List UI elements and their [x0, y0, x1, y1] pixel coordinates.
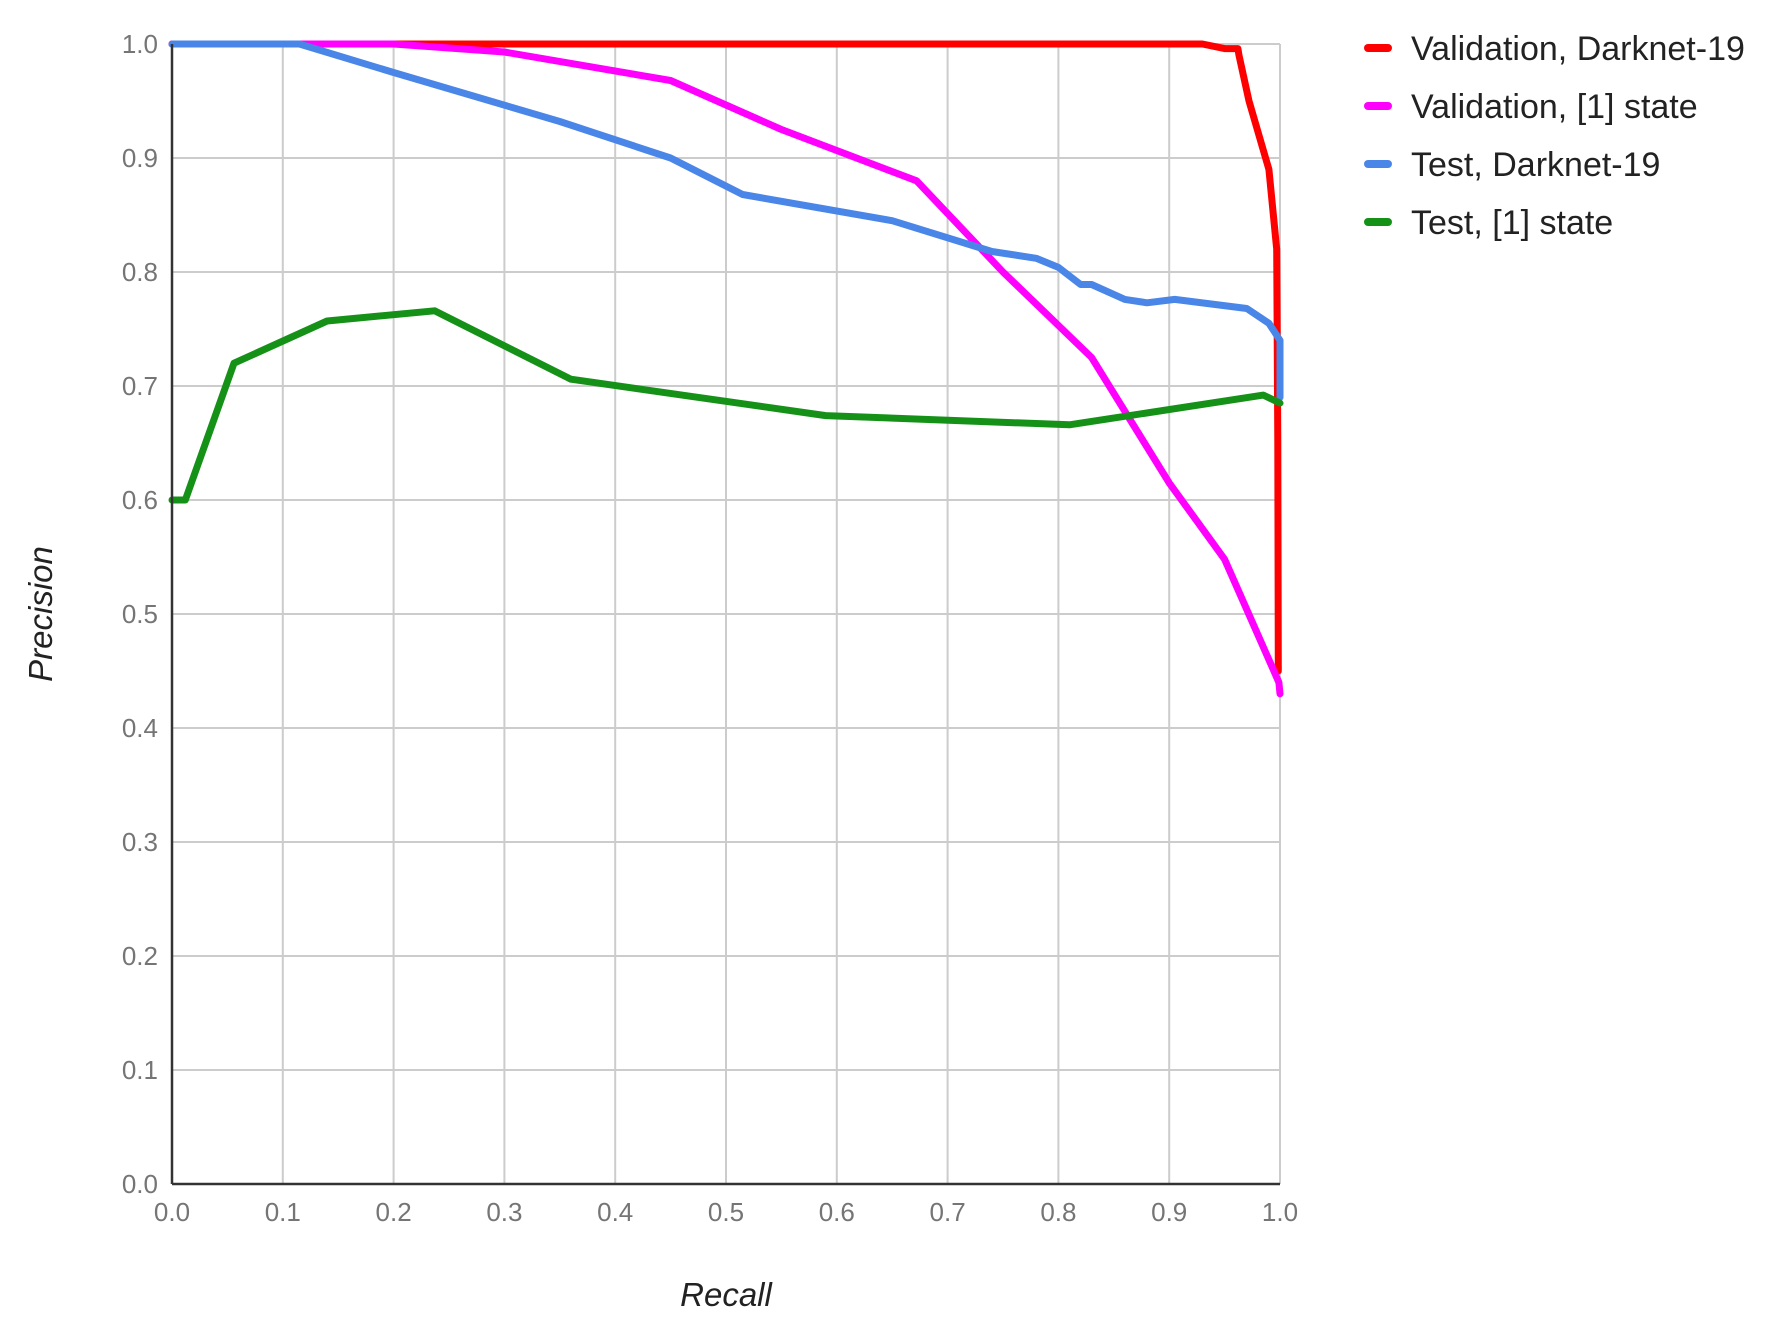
y-tick-label: 0.7 [122, 371, 158, 401]
x-tick-label: 0.6 [819, 1197, 855, 1227]
y-tick-label: 0.5 [122, 599, 158, 629]
x-tick-label: 0.8 [1040, 1197, 1076, 1227]
x-tick-label: 0.1 [265, 1197, 301, 1227]
series-line-3 [168, 40, 1284, 401]
series-line-2 [168, 40, 1284, 698]
y-tick-label: 0.8 [122, 257, 158, 287]
x-tick-label: 0.7 [930, 1197, 966, 1227]
x-tick-label: 0.0 [154, 1197, 190, 1227]
x-tick-label: 0.3 [486, 1197, 522, 1227]
y-tick-label: 0.6 [122, 485, 158, 515]
series-line-1 [168, 40, 1282, 675]
legend: Validation, Darknet-19 Validation, [1] st… [1364, 30, 1745, 242]
series-line-4 [168, 307, 1284, 504]
grid [172, 43, 1281, 1184]
y-tick-label: 0.2 [122, 941, 158, 971]
plot-series [168, 40, 1284, 698]
x-tick-label: 0.2 [376, 1197, 412, 1227]
x-tick-label: 0.4 [597, 1197, 633, 1227]
y-tick-label: 0.0 [122, 1169, 158, 1199]
x-tick-label: 0.5 [708, 1197, 744, 1227]
y-tick-label: 1.0 [122, 29, 158, 59]
tick-labels: 0.0 0.1 0.2 0.3 0.4 0.5 0.6 0.7 0.8 0.9 1.0 0.0 0.1 0… [122, 29, 1298, 1227]
x-axis-title: Recall [680, 1276, 773, 1313]
axes [170, 44, 1280, 1186]
y-axis-title: Precision [22, 546, 59, 682]
legend-label: Validation, Darknet-19 [1411, 30, 1745, 68]
y-tick-label: 0.3 [122, 827, 158, 857]
y-tick-label: 0.9 [122, 143, 158, 173]
legend-label: Test, Darknet-19 [1411, 146, 1660, 184]
x-tick-label: 0.9 [1151, 1197, 1187, 1227]
y-tick-label: 0.4 [122, 713, 158, 743]
y-tick-label: 0.1 [122, 1055, 158, 1085]
legend-label: Validation, [1] state [1411, 88, 1698, 126]
legend-label: Test, [1] state [1411, 204, 1613, 242]
x-tick-label: 1.0 [1262, 1197, 1298, 1227]
